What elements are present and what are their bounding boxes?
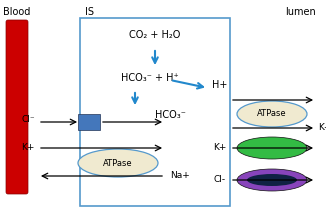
Text: Cl⁻: Cl⁻ — [22, 115, 35, 125]
FancyBboxPatch shape — [6, 20, 28, 194]
Text: Blood: Blood — [3, 7, 31, 17]
Text: IS: IS — [85, 7, 95, 17]
Text: CO₂ + H₂O: CO₂ + H₂O — [129, 30, 181, 40]
Text: ATPase: ATPase — [257, 110, 287, 118]
Text: K+: K+ — [213, 143, 226, 153]
Ellipse shape — [237, 137, 307, 159]
Text: HCO₃⁻ + H⁺: HCO₃⁻ + H⁺ — [121, 73, 179, 83]
Text: Na+: Na+ — [170, 171, 190, 181]
Text: K+: K+ — [318, 123, 326, 133]
Ellipse shape — [237, 169, 307, 191]
Text: lumen: lumen — [285, 7, 316, 17]
Ellipse shape — [247, 174, 297, 186]
Text: K+: K+ — [22, 143, 35, 153]
Bar — [80, 18, 230, 206]
Text: HCO₃⁻: HCO₃⁻ — [155, 110, 185, 120]
Ellipse shape — [237, 101, 307, 127]
Ellipse shape — [78, 149, 158, 177]
Text: ATPase: ATPase — [103, 158, 133, 168]
Text: H+: H+ — [212, 80, 227, 90]
Text: Cl-: Cl- — [214, 176, 226, 184]
Bar — [78, 114, 100, 130]
